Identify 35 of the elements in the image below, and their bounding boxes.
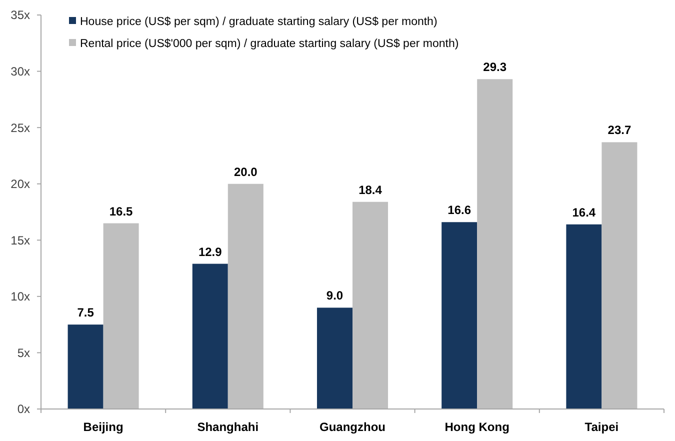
data-label: 7.5 [77, 306, 94, 320]
x-tick-label: Hong Kong [444, 420, 510, 434]
y-tick-label: 25x [10, 120, 30, 135]
data-label: 16.5 [109, 204, 134, 218]
x-tick-label: Guangzhou [320, 420, 386, 434]
bar [228, 184, 264, 409]
data-label: 16.6 [448, 203, 472, 218]
y-tick-label: 0x [17, 402, 30, 416]
bar [352, 202, 388, 409]
legend-label: Rental price (US$'000 per sqm) / graduate starting salary (US$ per month) [80, 38, 459, 50]
x-tick-label: Beijing [83, 420, 124, 434]
bar [316, 308, 352, 409]
y-tick-label: 20x [10, 177, 30, 192]
data-label: 16.4 [572, 205, 596, 220]
data-label: 9.0 [326, 288, 344, 303]
legend-label: House price (US$ per sqm) / graduate starting salary (US$ per month) [80, 16, 438, 28]
y-tick-label: 10x [10, 290, 30, 304]
bar [566, 224, 602, 409]
bar [192, 264, 228, 409]
data-label: 23.7 [608, 123, 632, 138]
data-label: 29.3 [483, 60, 507, 74]
bar [68, 324, 104, 409]
data-label: 12.9 [198, 244, 222, 259]
bar [103, 223, 139, 409]
x-tick-label: Taipei [584, 420, 619, 434]
x-tick-label: Shanghahi [197, 420, 259, 434]
data-label: 20.0 [234, 164, 258, 179]
data-label: 18.4 [358, 182, 382, 197]
bar [602, 142, 638, 409]
y-tick-label: 30x [10, 64, 30, 78]
y-tick-label: 15x [10, 233, 30, 248]
y-tick-label: 35x [10, 8, 30, 22]
bar [477, 79, 513, 409]
y-tick-label: 5x [17, 346, 30, 360]
bar [442, 222, 478, 409]
